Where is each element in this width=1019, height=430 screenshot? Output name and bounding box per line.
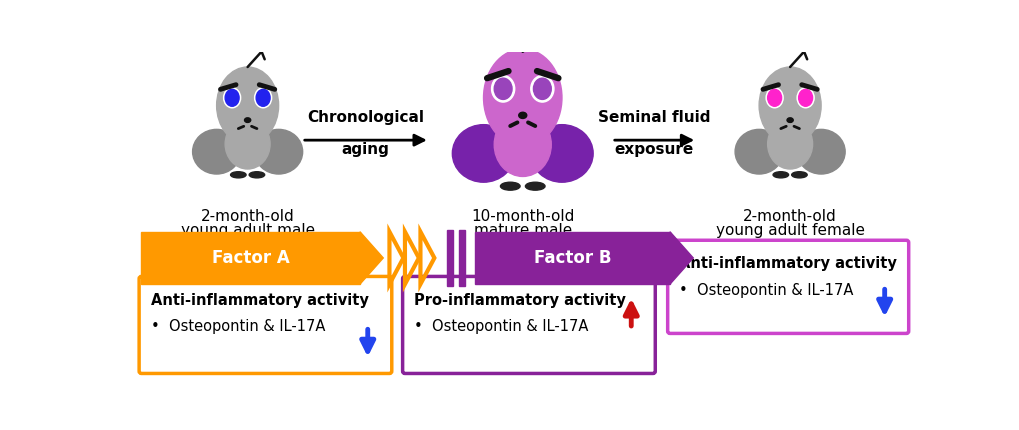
Ellipse shape — [500, 182, 520, 190]
Text: young adult male: young adult male — [180, 223, 315, 237]
Ellipse shape — [483, 49, 561, 146]
Bar — [446, 230, 452, 286]
Text: young adult female: young adult female — [715, 223, 864, 237]
Ellipse shape — [525, 182, 544, 190]
Ellipse shape — [238, 112, 256, 125]
Bar — [459, 230, 465, 286]
Ellipse shape — [781, 112, 798, 125]
Ellipse shape — [530, 125, 593, 182]
Ellipse shape — [193, 129, 240, 174]
Ellipse shape — [772, 172, 788, 178]
Ellipse shape — [256, 89, 270, 106]
Ellipse shape — [519, 112, 526, 118]
Polygon shape — [669, 232, 693, 284]
Text: Factor A: Factor A — [212, 249, 289, 267]
FancyBboxPatch shape — [139, 276, 391, 374]
Text: 2-month-old: 2-month-old — [201, 209, 294, 224]
Bar — [474, 232, 669, 284]
Ellipse shape — [791, 172, 806, 178]
Text: exposure: exposure — [614, 142, 694, 157]
Text: 2-month-old: 2-month-old — [743, 209, 837, 224]
FancyBboxPatch shape — [667, 240, 908, 333]
Ellipse shape — [225, 89, 238, 106]
Ellipse shape — [530, 76, 553, 102]
Ellipse shape — [230, 172, 246, 178]
Text: mature male: mature male — [473, 223, 572, 237]
Text: Factor B: Factor B — [533, 249, 610, 267]
Ellipse shape — [796, 129, 845, 174]
Ellipse shape — [796, 88, 813, 108]
Text: 10-month-old: 10-month-old — [471, 209, 574, 224]
Ellipse shape — [798, 89, 812, 106]
Ellipse shape — [494, 113, 550, 176]
Text: Chronological: Chronological — [307, 110, 424, 125]
Text: •  Osteopontin & IL-17A: • Osteopontin & IL-17A — [151, 319, 325, 334]
Ellipse shape — [249, 172, 264, 178]
FancyBboxPatch shape — [403, 276, 654, 374]
Text: Anti-inflammatory activity: Anti-inflammatory activity — [679, 256, 897, 271]
Ellipse shape — [512, 106, 533, 122]
Text: aging: aging — [341, 142, 389, 157]
Ellipse shape — [451, 125, 515, 182]
Text: •  Osteopontin & IL-17A: • Osteopontin & IL-17A — [679, 283, 853, 298]
Text: Pro-inflammatory activity: Pro-inflammatory activity — [414, 292, 626, 307]
Text: •  Osteopontin & IL-17A: • Osteopontin & IL-17A — [414, 319, 588, 334]
Ellipse shape — [494, 78, 512, 99]
Ellipse shape — [765, 88, 783, 108]
Ellipse shape — [758, 67, 820, 144]
Ellipse shape — [223, 88, 240, 108]
Bar — [142, 232, 360, 284]
Ellipse shape — [255, 88, 271, 108]
Ellipse shape — [533, 78, 550, 99]
Ellipse shape — [216, 67, 278, 144]
Ellipse shape — [255, 129, 303, 174]
Text: Seminal fluid: Seminal fluid — [598, 110, 710, 125]
Ellipse shape — [225, 119, 270, 169]
Text: Anti-inflammatory activity: Anti-inflammatory activity — [151, 292, 368, 307]
Ellipse shape — [735, 129, 783, 174]
Ellipse shape — [787, 118, 793, 123]
Ellipse shape — [767, 119, 812, 169]
Ellipse shape — [491, 76, 515, 102]
Polygon shape — [360, 232, 383, 284]
Ellipse shape — [245, 118, 251, 123]
Ellipse shape — [767, 89, 781, 106]
